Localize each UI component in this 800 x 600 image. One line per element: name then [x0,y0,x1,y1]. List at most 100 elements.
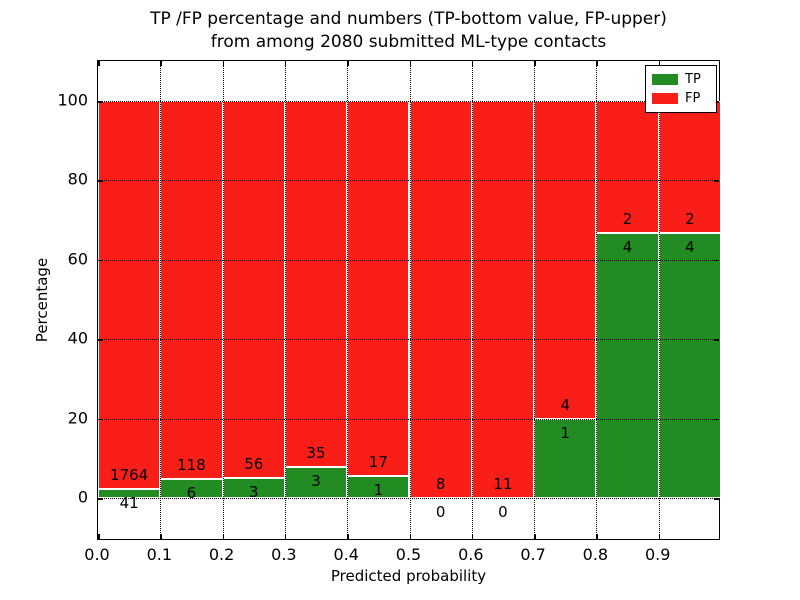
fp-swatch-icon [652,93,678,104]
bar-label-fp-8: 2 [622,210,633,229]
x-tick-label-0.3: 0.3 [271,545,297,564]
bar-label-tp-3: 3 [311,471,321,490]
bar-label-tp-5: 0 [435,503,446,521]
bar-label-tp-8: 4 [622,238,633,257]
y-tick-right-20 [714,418,719,421]
bar-segment-fp-9 [658,101,721,234]
bar-segment-fp-3 [284,101,348,467]
x-tick-label-0.4: 0.4 [333,545,359,564]
x-axis-label: Predicted probability [330,567,487,585]
y-tick-left-0 [98,498,103,500]
y-tick-label-40: 40 [67,328,88,348]
bar-label-fp-9: 2 [685,210,695,229]
bar-segment-fp-5 [409,101,472,498]
bar-label-tp-1: 6 [186,483,197,502]
bar-label-tp-0: 41 [119,493,139,512]
gridline-x-0.1 [160,61,162,539]
bar-label-tp-6: 0 [498,503,508,521]
chart-title-line2: from among 2080 submitted ML-type contac… [210,32,607,52]
gridline-y-20 [98,418,719,420]
x-tick-bottom-8 [596,534,598,539]
bar-segment-tp-0 [98,488,161,498]
bar-label-tp-4: 1 [373,480,384,499]
x-tick-bottom-2 [222,534,225,539]
bar-label-tp-7: 1 [560,423,571,442]
chart-title-line1: TP /FP percentage and numbers (TP-bottom… [150,9,667,29]
bar-label-fp-4: 17 [368,452,388,471]
x-tick-bottom-9 [658,534,661,539]
y-tick-label-100: 100 [57,90,88,110]
bar-segment-tp-8 [596,233,659,498]
bar-label-fp-3: 35 [306,443,326,462]
legend-item-tp: TP [652,72,710,87]
x-tick-top-4 [347,61,349,66]
x-tick-top-6 [471,61,474,66]
bar-segment-fp-4 [347,101,410,476]
gridline-y-100 [98,101,719,102]
legend-label-tp: TP [685,72,701,87]
x-tick-top-1 [160,61,162,66]
x-tick-top-7 [534,61,536,66]
gridline-y-60 [98,259,719,261]
x-tick-bottom-6 [471,534,474,539]
x-tick-top-0 [98,61,100,66]
bar-segment-tp-7 [534,418,597,498]
bar-segment-fp-8 [596,101,659,234]
legend-item-fp: FP [652,91,710,106]
bar-label-fp-5: 8 [435,475,446,493]
x-tick-top-2 [222,61,225,66]
x-tick-top-5 [409,61,412,66]
x-tick-bottom-1 [160,534,162,539]
plot-area: 1764 41 118 6 56 3 35 3 17 1 8 0 11 0 4 1 2 4 2 4 [97,60,721,540]
y-tick-label-80: 80 [67,169,88,189]
y-tick-label-60: 60 [67,249,88,269]
y-tick-label-0: 0 [77,487,88,507]
legend-label-fp: FP [685,91,701,106]
y-axis-label: Percentage [33,257,51,343]
y-tick-left-100 [98,101,103,103]
x-tick-bottom-0 [98,534,100,539]
bar-label-tp-9: 4 [685,238,695,257]
x-tick-label-0.8: 0.8 [582,545,609,564]
chart-title: TP /FP percentage and numbers (TP-bottom… [97,8,720,54]
x-tick-label-0.1: 0.1 [146,545,173,564]
bar-segment-fp-2 [222,101,285,478]
gridline-x-0.6 [471,61,473,539]
bar-label-fp-0: 1764 [110,465,149,484]
gridline-x-0.4 [347,61,349,539]
bar-label-fp-2: 56 [244,454,264,473]
x-tick-label-0.9: 0.9 [644,545,671,564]
x-tick-label-0.2: 0.2 [208,545,235,564]
y-tick-left-80 [98,180,103,182]
y-tick-left-60 [98,259,103,262]
x-tick-label-0.5: 0.5 [395,545,422,564]
bar-segment-fp-0 [98,101,161,489]
gridline-x-0.5 [409,61,411,539]
bar-label-fp-7: 4 [560,395,571,414]
y-tick-right-60 [714,259,719,262]
bar-segment-fp-1 [160,101,223,479]
gridline-y-80 [98,180,719,182]
x-tick-bottom-3 [284,534,287,539]
y-tick-right-80 [714,180,719,182]
x-tick-top-9 [658,61,661,66]
gridline-x-0.3 [284,61,286,539]
y-tick-left-20 [98,418,103,421]
gridline-x-0.2 [222,61,224,539]
x-tick-label-0.6: 0.6 [458,545,484,564]
y-tick-left-40 [98,339,103,341]
x-tick-label-0.7: 0.7 [520,545,546,564]
x-tick-label-0.0: 0.0 [84,545,110,564]
y-tick-right-0 [714,498,719,500]
gridline-x-0.7 [534,61,536,539]
tp-swatch-icon [652,74,678,85]
bar-segment-tp-3 [284,466,348,498]
x-tick-bottom-4 [347,534,349,539]
bar-label-fp-1: 118 [177,455,206,474]
y-tick-right-40 [714,339,719,341]
gridline-x-0.8 [596,61,598,539]
legend: TP FP [645,65,717,113]
x-tick-top-8 [596,61,598,66]
gridline-y-40 [98,339,719,341]
